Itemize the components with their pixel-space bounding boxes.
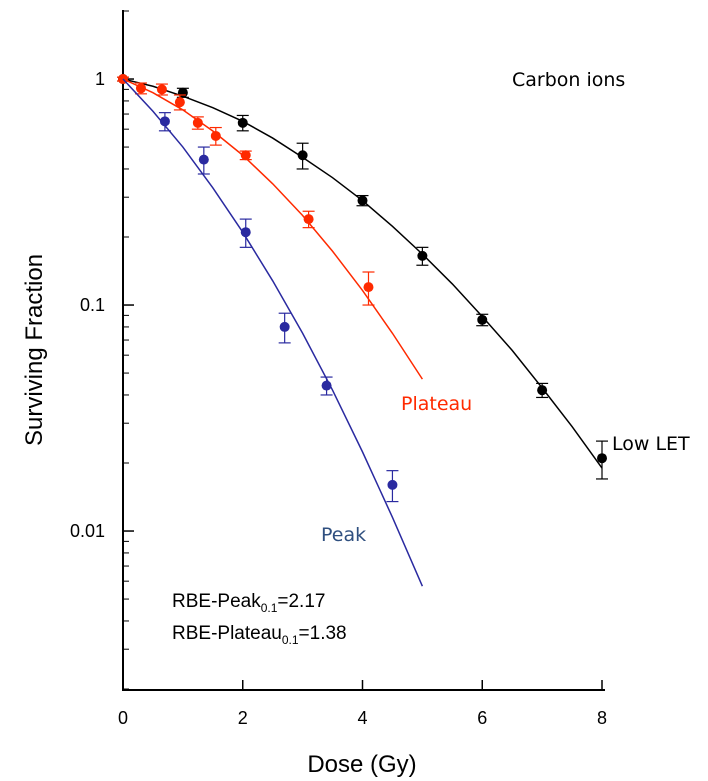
data-point — [174, 97, 185, 108]
x-tick-label: 0 — [118, 708, 128, 728]
data-point — [210, 130, 221, 141]
annotation-text: RBE-Peak — [172, 591, 261, 612]
y-axis-label: Surviving Fraction — [21, 254, 48, 446]
data-point — [156, 84, 167, 95]
series-label: Low LET — [612, 433, 690, 455]
fit-curve — [122, 78, 424, 587]
data-point — [240, 227, 251, 238]
data-point — [240, 150, 251, 161]
y-tick-label: 0.01 — [70, 521, 105, 541]
series-label: Plateau — [401, 393, 472, 415]
data-point — [387, 479, 398, 490]
chart-title: Carbon ions — [512, 69, 625, 91]
x-tick-label: 4 — [357, 708, 367, 728]
data-point — [363, 282, 374, 293]
data-point — [417, 250, 428, 261]
data-point — [279, 321, 290, 332]
data-point — [321, 380, 332, 391]
x-tick-label: 2 — [238, 708, 248, 728]
annotation-text: RBE-Plateau — [172, 623, 282, 644]
fit-curve — [122, 78, 603, 469]
annotation: RBE-Peak0.1=2.17 — [172, 591, 325, 615]
annotation-subscript: 0.1 — [261, 601, 278, 615]
data-point — [237, 117, 248, 128]
y-tick-label: 1 — [95, 69, 105, 89]
annotation: RBE-Plateau0.1=1.38 — [172, 623, 347, 647]
data-point — [159, 116, 170, 127]
annotation-subscript: 0.1 — [282, 633, 299, 647]
data-point — [597, 453, 607, 464]
data-point — [297, 150, 308, 161]
x-axis-label: Dose (Gy) — [307, 751, 416, 778]
data-point — [357, 195, 368, 206]
y-tick-label: 0.1 — [80, 295, 105, 315]
annotation-value: =1.38 — [299, 623, 347, 644]
x-tick-label: 8 — [597, 708, 607, 728]
data-point — [537, 385, 548, 396]
data-point — [192, 117, 203, 128]
data-point — [135, 83, 146, 94]
data-point — [303, 214, 314, 225]
x-tick-label: 6 — [477, 708, 487, 728]
data-point — [477, 314, 488, 325]
annotation-value: =2.17 — [277, 591, 325, 612]
data-point — [198, 154, 209, 165]
series-label: Peak — [321, 524, 366, 546]
